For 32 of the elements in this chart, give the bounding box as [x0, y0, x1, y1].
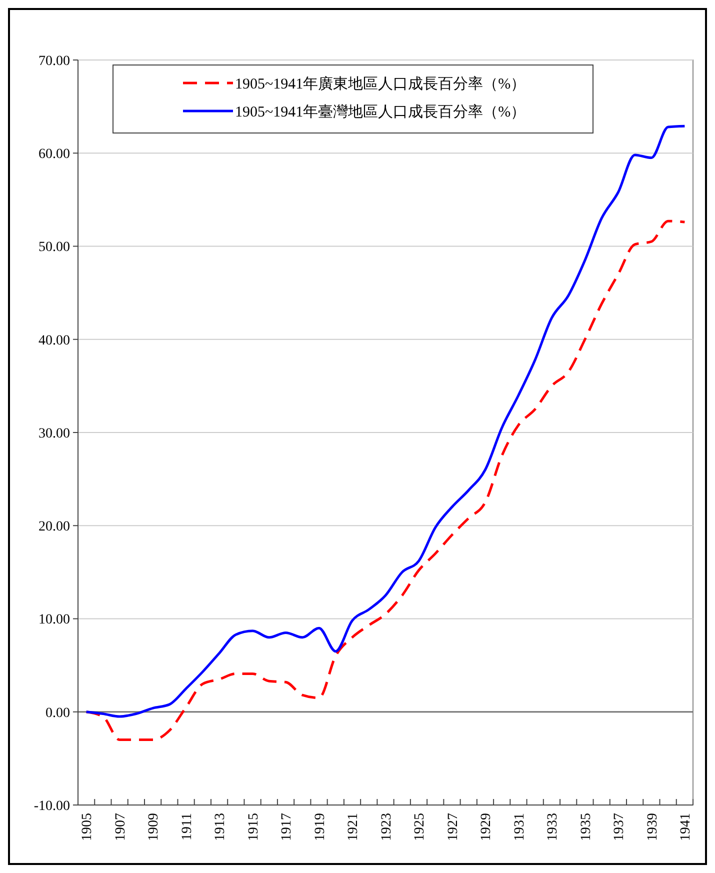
y-tick-label: 70.00 — [38, 54, 70, 69]
legend-label: 1905~1941年臺灣地區人口成長百分率（%） — [235, 103, 526, 120]
x-tick-label: 1905 — [80, 813, 96, 841]
x-tick-label: 1909 — [146, 813, 162, 841]
x-tick-label: 1931 — [512, 813, 528, 841]
legend-label: 1905~1941年廣東地區人口成長百分率（%） — [235, 75, 526, 92]
x-tick-label: 1925 — [412, 813, 428, 841]
line-series — [85, 124, 686, 718]
x-tick-label: 1911 — [180, 813, 195, 840]
x-tick-label: 1935 — [578, 813, 594, 841]
y-tick-label: 60.00 — [38, 147, 70, 162]
x-tick-label: 1921 — [346, 813, 362, 841]
y-tick-label: 0.00 — [46, 706, 70, 721]
x-tick-label: 1919 — [312, 813, 328, 841]
y-tick-label: 10.00 — [38, 612, 70, 628]
line-series — [85, 220, 686, 742]
x-tick-label: 1917 — [280, 813, 295, 841]
x-tick-label: 1923 — [379, 813, 394, 841]
y-tick-label: 50.00 — [38, 240, 70, 256]
x-tick-label: 1927 — [446, 813, 461, 841]
y-tick-label: 40.00 — [38, 333, 70, 348]
y-tick-label: 30.00 — [38, 426, 70, 442]
x-tick-label: 1939 — [645, 813, 660, 841]
x-tick-label: 1929 — [479, 813, 494, 841]
x-tick-label: 1915 — [246, 813, 262, 841]
x-tick-label: 1933 — [546, 813, 561, 841]
y-tick-label: -10.00 — [34, 798, 70, 814]
x-tick-label: 1913 — [213, 813, 228, 841]
x-tick-label: 1937 — [612, 813, 628, 841]
y-tick-label: 20.00 — [38, 520, 70, 535]
x-tick-label: 1907 — [113, 813, 128, 841]
x-tick-label: 1941 — [678, 813, 694, 841]
